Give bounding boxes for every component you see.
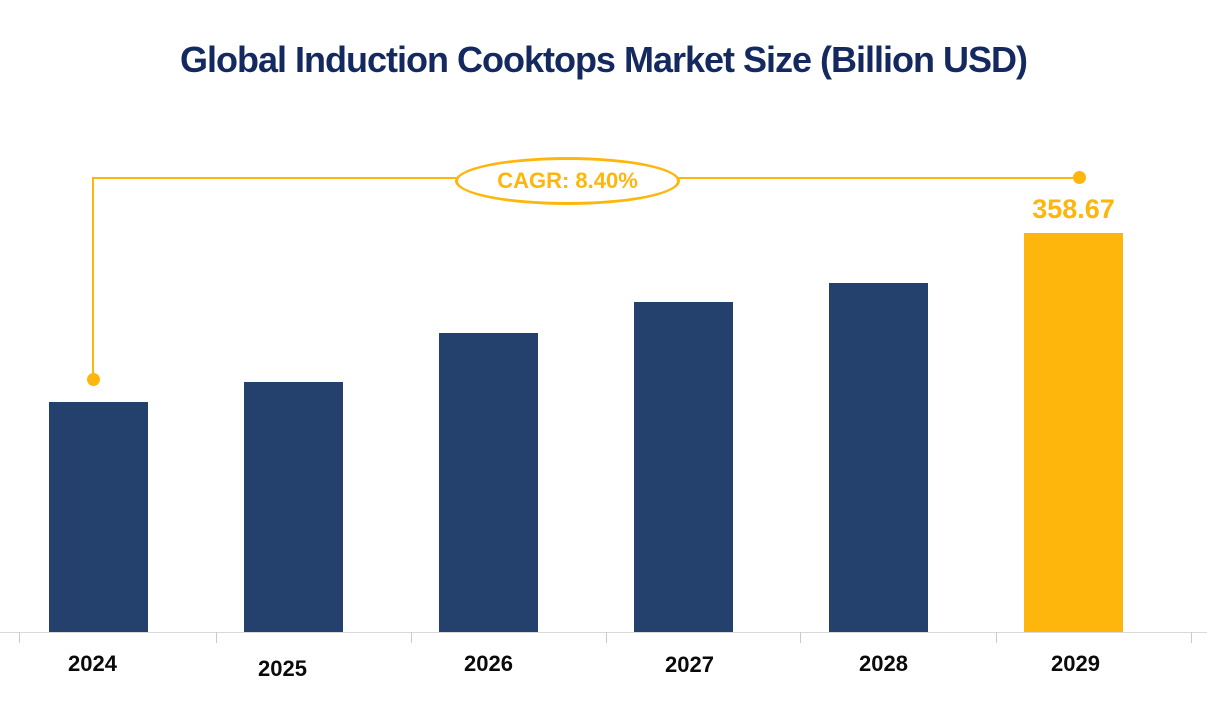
bar-2025 [244,381,343,632]
x-label-2026: 2026 [464,651,513,676]
x-axis-line [0,632,1207,633]
x-label-2025: 2025 [258,656,307,681]
bar-2026 [439,333,538,632]
cagr-label: CAGR: 8.40% [497,168,638,193]
axis-tick [411,632,412,643]
cagr-connector-start-dot [86,373,100,386]
bar-2024 [49,401,148,632]
bar-2028 [829,282,928,632]
chart-title: Global Induction Cooktops Market Size (B… [179,39,1028,80]
axis-tick [606,632,607,643]
x-label-2024: 2024 [68,651,117,676]
bar-2029 [1024,233,1123,632]
x-label-2029: 2029 [1051,651,1100,676]
x-label-2027: 2027 [665,652,714,677]
axis-tick [800,632,801,643]
axis-tick [996,632,997,643]
cagr-connector-end-dot [1073,171,1086,184]
axis-tick [19,632,20,643]
axis-tick [1191,632,1192,643]
value-label-2029: 358.67 [1032,194,1115,224]
cagr-ellipse: CAGR: 8.40% [455,157,680,205]
bar-2027 [634,301,733,632]
axis-tick [216,632,217,643]
x-label-2028: 2028 [859,651,908,676]
cagr-connector-vertical-line [91,177,95,380]
